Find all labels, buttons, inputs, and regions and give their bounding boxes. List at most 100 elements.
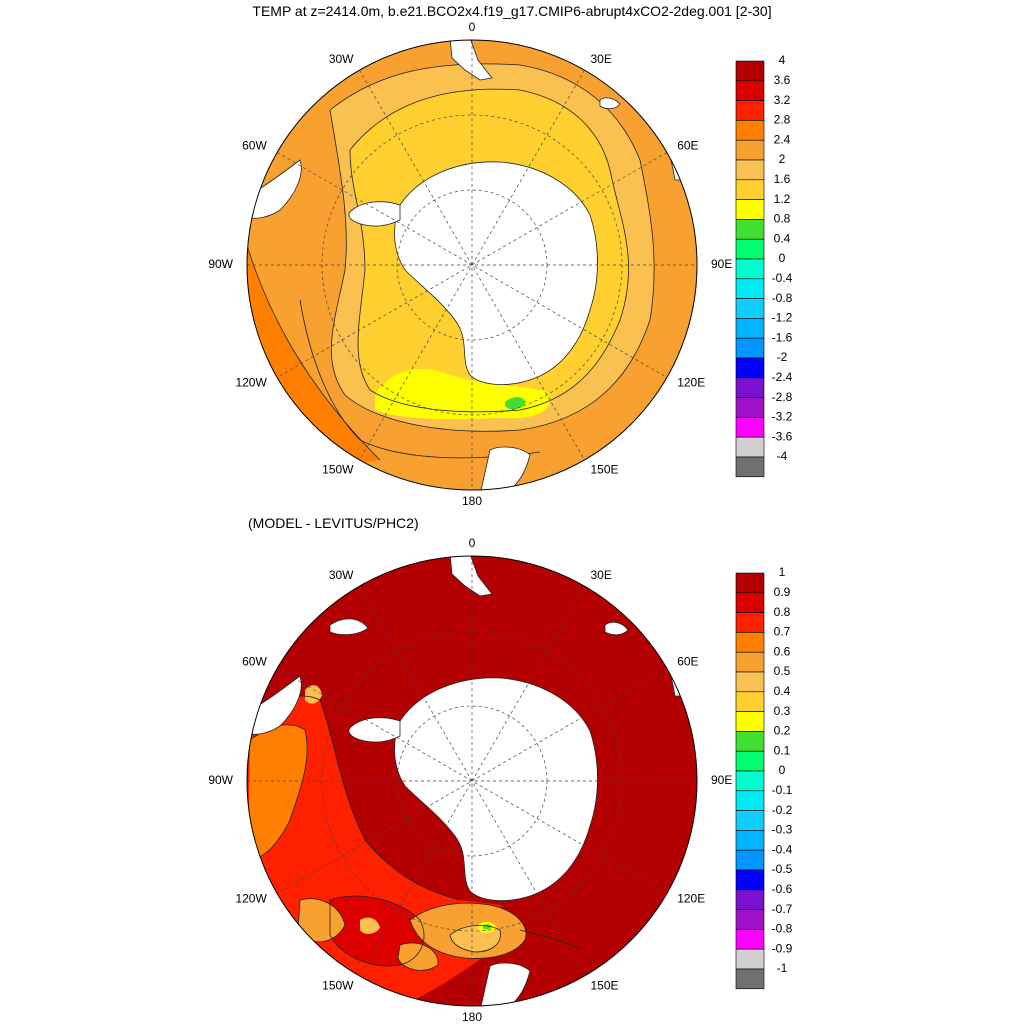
colorbar-swatch <box>735 790 765 811</box>
longitude-labels: 0 30E 60E 90E 120E 150E 180 150W 120W 90W 60W 30W <box>208 20 732 508</box>
ocean-fill-orange-west <box>248 724 308 860</box>
longitude-label: 90E <box>711 773 732 787</box>
graticule <box>247 40 697 490</box>
colorbar-label: 0.8 <box>774 212 791 226</box>
colorbar-swatch <box>735 219 765 240</box>
colorbar-swatch <box>735 909 765 930</box>
colorbar-label: -2 <box>777 350 788 364</box>
colorbar-swatch <box>735 159 765 181</box>
colorbar-swatch <box>735 968 765 990</box>
temp-colorbar: 4 3.6 3.2 2.8 2.4 2 1.6 1.2 0.8 0.4 0 -0.4 -0.8 -1.2 -… <box>735 53 793 478</box>
colorbar-swatch <box>735 80 765 101</box>
colorbar-label: 3.2 <box>774 93 791 107</box>
colorbar-label: 1.2 <box>774 192 791 206</box>
colorbar-label: -0.8 <box>772 291 793 305</box>
colorbar-swatch <box>735 671 765 693</box>
colorbar-swatch <box>735 889 765 910</box>
longitude-label: 30W <box>329 52 354 66</box>
plot-title: TEMP at z=2414.0m, b.e21.BCO2x4.f19_g17.… <box>252 3 772 19</box>
colorbar-label: 0.4 <box>774 684 791 698</box>
plot-subtitle: (MODEL - LEVITUS/PHC2) <box>248 515 419 531</box>
temp-map: 0 30E 60E 90E 120E 150E 180 150W 120W 90W 60W 30W <box>208 20 732 508</box>
longitude-label: 60W <box>242 655 267 669</box>
colorbar-label: -0.2 <box>772 803 793 817</box>
colorbar-swatch <box>735 60 765 82</box>
colorbar-label: 0.5 <box>774 664 791 678</box>
longitude-label: 120E <box>677 376 705 390</box>
colorbar-label: -0.5 <box>772 862 793 876</box>
colorbar-label: 3.6 <box>774 73 791 87</box>
longitude-labels: 0 30E 60E 90E 120E 150E 180 150W 120W 90W 60W 30W <box>208 536 732 1024</box>
colorbar-label: -3.2 <box>772 410 793 424</box>
colorbar-label: 0.7 <box>774 625 791 639</box>
longitude-label: 60E <box>677 139 698 153</box>
colorbar-swatch <box>735 337 765 359</box>
colorbar-swatch <box>735 849 765 871</box>
longitude-label: 150W <box>322 462 354 476</box>
longitude-label: 150E <box>591 978 619 992</box>
colorbar-swatch <box>735 592 765 613</box>
graticule <box>247 556 697 1006</box>
colorbar-swatch <box>735 770 765 792</box>
colorbar-label: -0.3 <box>772 823 793 837</box>
colorbar-label: -1.6 <box>772 330 793 344</box>
colorbar-label: -2.8 <box>772 390 793 404</box>
colorbar-label: 2.8 <box>774 113 791 127</box>
colorbar-label: -0.1 <box>772 783 793 797</box>
map-frame <box>246 39 698 491</box>
colorbar-label: 0.9 <box>774 585 791 599</box>
colorbar-label: 0.8 <box>774 605 791 619</box>
colorbar-swatch <box>735 948 765 970</box>
colorbar-label: -1 <box>777 961 788 975</box>
colorbar-label: 0.3 <box>774 704 791 718</box>
colorbar-label: 1 <box>779 565 786 579</box>
map-frame <box>246 555 698 1007</box>
longitude-label: 30E <box>591 52 612 66</box>
colorbar-swatch <box>735 750 765 772</box>
ocean-fill-blob-3 <box>298 898 345 942</box>
colorbar-label: -0.9 <box>772 941 793 955</box>
colorbar-label: -3.6 <box>772 429 793 443</box>
colorbar-swatch <box>735 456 765 478</box>
colorbar-swatch <box>735 691 765 712</box>
colorbar-label: -0.7 <box>772 902 793 916</box>
longitude-label: 0 <box>469 536 476 550</box>
longitude-label: 30W <box>329 568 354 582</box>
diff-colorbar: 1 0.9 0.8 0.7 0.6 0.5 0.4 0.3 0.2 0.1 0 -0.1 -0.2 -0.… <box>735 565 793 990</box>
ocean-fill-blob-1 <box>360 917 380 934</box>
colorbar-swatch <box>735 632 765 653</box>
colorbar-swatch <box>735 377 765 398</box>
colorbar-swatch <box>735 929 765 950</box>
colorbar-swatch <box>735 651 765 673</box>
colorbar-swatch <box>735 238 765 260</box>
colorbar-label: -0.8 <box>772 922 793 936</box>
colorbar-label: -0.6 <box>772 882 793 896</box>
colorbar-label: 0.4 <box>774 231 791 245</box>
ocean-fill-green-patch <box>505 397 526 410</box>
ocean-fill-blob-2 <box>398 942 439 971</box>
colorbar-swatch <box>735 810 765 831</box>
colorbar-swatch <box>735 830 765 851</box>
longitude-label: 0 <box>469 20 476 34</box>
colorbar-label: -2.4 <box>772 370 793 384</box>
colorbar-swatch <box>735 318 765 339</box>
longitude-label: 150E <box>591 462 619 476</box>
colorbar-label: 0 <box>779 251 786 265</box>
colorbar-swatch <box>735 258 765 280</box>
colorbar-swatch <box>735 139 765 161</box>
longitude-label: 120E <box>677 892 705 906</box>
colorbar-swatch <box>735 179 765 200</box>
longitude-label: 120W <box>235 376 267 390</box>
longitude-label: 180 <box>462 1010 482 1024</box>
colorbar-swatch <box>735 417 765 438</box>
colorbar-swatch <box>735 711 765 732</box>
longitude-label: 60W <box>242 139 267 153</box>
longitude-label: 30E <box>591 568 612 582</box>
colorbar-label: 0 <box>779 763 786 777</box>
colorbar-label: 4 <box>779 53 786 67</box>
longitude-label: 90E <box>711 257 732 271</box>
longitude-label: 120W <box>235 892 267 906</box>
colorbar-swatch <box>735 397 765 418</box>
longitude-label: 180 <box>462 494 482 508</box>
